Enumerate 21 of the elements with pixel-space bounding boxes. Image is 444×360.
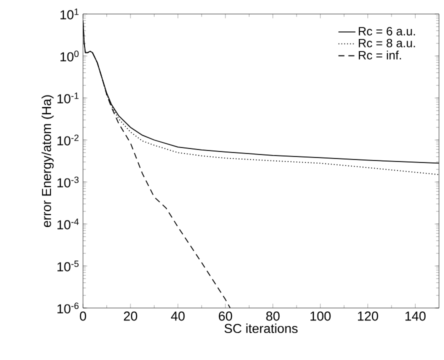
y-tick-label: 10$^{-6}$ (58, 302, 79, 314)
x-axis-title: SC iterations (224, 324, 298, 334)
y-tick-label: 10$^{-2}$ (58, 134, 79, 146)
x-tick-label: 20 (124, 312, 138, 321)
legend-label: Rc = 6 a.u. (358, 27, 415, 36)
y-axis-title: error Energy/atom (Ha) (42, 95, 54, 228)
x-tick-label: 140 (405, 312, 426, 321)
y-tick-label: 10$^{-5}$ (58, 260, 79, 272)
legend-label: Rc = 8 a.u. (358, 38, 415, 48)
y-tick-label: 10$^{-4}$ (58, 218, 79, 230)
x-tick-label: 80 (266, 312, 280, 321)
y-tick-label: 10$^{-1}$ (58, 92, 79, 104)
y-tick-label: 10$^{-3}$ (58, 176, 79, 188)
x-tick-label: 0 (80, 312, 86, 321)
legend-label: Rc = inf. (358, 50, 401, 60)
y-tick-label: 10$^{1}$ (60, 8, 79, 20)
y-tick-label: 10$^{0}$ (60, 50, 79, 62)
x-tick-label: 100 (310, 312, 331, 321)
x-tick-label: 40 (171, 312, 185, 321)
x-tick-label: 120 (358, 312, 378, 321)
x-tick-label: 60 (218, 312, 232, 321)
